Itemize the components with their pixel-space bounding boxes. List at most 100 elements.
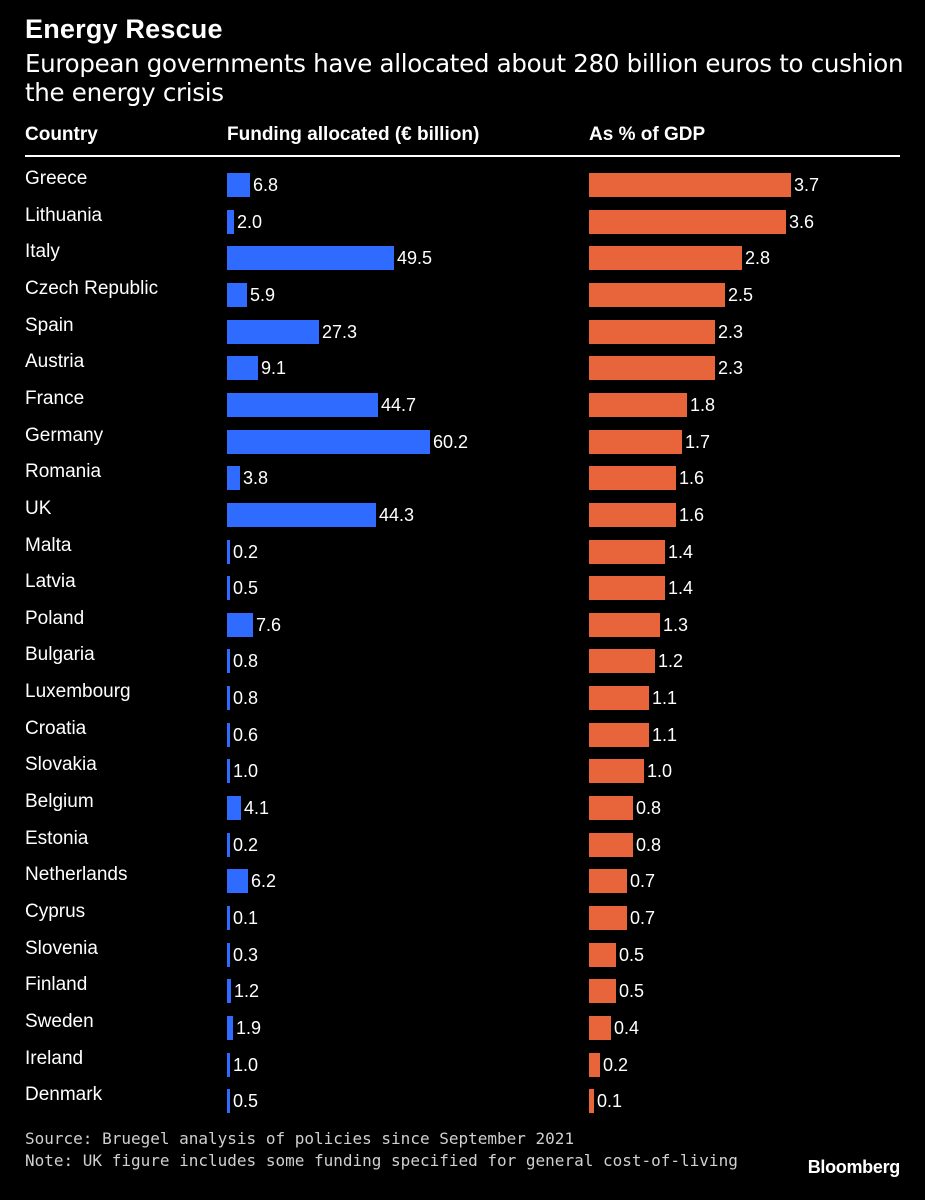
funding-value-label: 0.2: [233, 834, 259, 855]
table-row: France 44.7 1.8: [0, 382, 925, 419]
country-label: Austria: [25, 351, 85, 373]
country-label: Czech Republic: [25, 277, 159, 299]
gdp-value-label: 3.6: [789, 211, 815, 232]
header-funding: Funding allocated (€ billion): [227, 124, 480, 145]
table-row: Austria 9.1 2.3: [0, 345, 925, 382]
gdp-value-label: 0.7: [630, 871, 656, 892]
funding-bar: [227, 392, 378, 417]
gdp-value-label: 1.2: [658, 651, 684, 672]
bloomberg-logo: Bloomberg: [807, 1157, 901, 1177]
gdp-value-label: 2.8: [745, 248, 771, 269]
funding-bar: [227, 612, 253, 637]
country-label: France: [25, 387, 85, 409]
gdp-bar: [589, 796, 633, 821]
country-label: Belgium: [25, 791, 94, 813]
chart-subtitle: European governments have allocated abou…: [25, 49, 904, 107]
funding-value-label: 0.5: [233, 1091, 259, 1112]
gdp-value-label: 0.1: [597, 1091, 623, 1112]
funding-bar: [227, 576, 230, 601]
header-country: Country: [25, 124, 98, 145]
gdp-bar: [589, 319, 715, 344]
gdp-value-label: 1.1: [652, 724, 678, 745]
country-label: Denmark: [25, 1084, 103, 1106]
table-row: Slovenia 0.3 0.5: [0, 932, 925, 969]
gdp-bar: [589, 1089, 594, 1114]
gdp-value-label: 2.3: [718, 321, 744, 342]
funding-value-label: 1.9: [236, 1017, 262, 1038]
table-row: Ireland 1.0 0.2: [0, 1042, 925, 1079]
funding-value-label: 1.0: [233, 761, 259, 782]
gdp-bar: [589, 942, 616, 967]
table-row: Slovakia 1.0 1.0: [0, 748, 925, 785]
funding-value-label: 0.8: [233, 688, 259, 709]
country-label: Cyprus: [25, 901, 86, 922]
gdp-bar: [589, 502, 676, 527]
table-row: Czech Republic 5.9 2.5: [0, 272, 925, 309]
gdp-bar: [589, 869, 627, 894]
funding-value-label: 6.8: [253, 175, 279, 195]
table-row: Spain 27.3 2.3: [0, 309, 925, 346]
funding-value-label: 3.8: [243, 468, 269, 489]
funding-bar: [227, 942, 230, 967]
table-row: Greece 6.8 3.7: [0, 162, 925, 199]
country-label: Romania: [25, 461, 102, 483]
country-label: Slovakia: [25, 754, 97, 776]
gdp-bar: [589, 686, 649, 711]
gdp-value-label: 1.7: [685, 431, 711, 452]
gdp-value-label: 2.5: [728, 284, 754, 305]
funding-bar: [227, 832, 230, 857]
country-label: Spain: [25, 314, 74, 336]
funding-value-label: 1.2: [234, 981, 260, 1002]
footnote: Note: UK figure includes some funding sp…: [25, 1151, 738, 1170]
funding-bar: [227, 502, 376, 527]
table-row: Finland 1.2 0.5: [0, 968, 925, 1005]
funding-bar: [227, 282, 247, 307]
funding-bar: [227, 649, 230, 674]
funding-bar: [227, 429, 430, 454]
gdp-value-label: 1.6: [679, 468, 705, 489]
country-label: Germany: [25, 424, 104, 446]
gdp-bar: [589, 979, 616, 1004]
gdp-bar: [589, 539, 665, 564]
country-label: Lithuania: [25, 204, 103, 226]
table-row: Cyprus 0.1 0.7: [0, 895, 925, 932]
table-row: Poland 7.6 1.3: [0, 602, 925, 639]
funding-bar: [227, 1052, 230, 1077]
gdp-value-label: 1.1: [652, 688, 678, 709]
country-label: Latvia: [25, 571, 76, 593]
funding-value-label: 44.3: [379, 504, 415, 525]
gdp-value-label: 3.7: [794, 175, 820, 195]
funding-value-label: 5.9: [250, 284, 276, 305]
table-row: Sweden 1.9 0.4: [0, 1005, 925, 1042]
funding-value-label: 0.5: [233, 578, 259, 599]
funding-value-label: 0.1: [233, 908, 259, 928]
funding-value-label: 1.0: [233, 1054, 259, 1075]
gdp-value-label: 1.4: [668, 578, 694, 599]
gdp-bar: [589, 1052, 600, 1077]
funding-value-label: 0.6: [233, 724, 259, 745]
funding-bar: [227, 869, 248, 894]
gdp-bar: [589, 906, 627, 930]
gdp-bar: [589, 576, 665, 601]
funding-value-label: 44.7: [381, 394, 417, 415]
gdp-value-label: 1.0: [647, 761, 673, 782]
table-row: Lithuania 2.0 3.6: [0, 199, 925, 236]
source-note: Source: Bruegel analysis of policies sin…: [25, 1129, 575, 1148]
country-label: Malta: [25, 534, 72, 556]
table-row: Netherlands 6.2 0.7: [0, 858, 925, 895]
table-row: Romania 3.8 1.6: [0, 455, 925, 492]
funding-bar: [227, 173, 250, 197]
gdp-bar: [589, 392, 687, 417]
gdp-bar: [589, 209, 786, 234]
funding-value-label: 0.8: [233, 651, 259, 672]
header-divider: [25, 155, 900, 157]
table-row: Estonia 0.2 0.8: [0, 822, 925, 859]
funding-value-label: 7.6: [256, 614, 282, 635]
country-label: Slovenia: [25, 937, 98, 959]
gdp-value-label: 0.5: [619, 981, 645, 1002]
funding-bar: [227, 539, 230, 564]
gdp-bar: [589, 759, 644, 784]
table-row: Germany 60.2 1.7: [0, 419, 925, 456]
gdp-value-label: 1.4: [668, 541, 694, 562]
gdp-value-label: 1.6: [679, 504, 705, 525]
